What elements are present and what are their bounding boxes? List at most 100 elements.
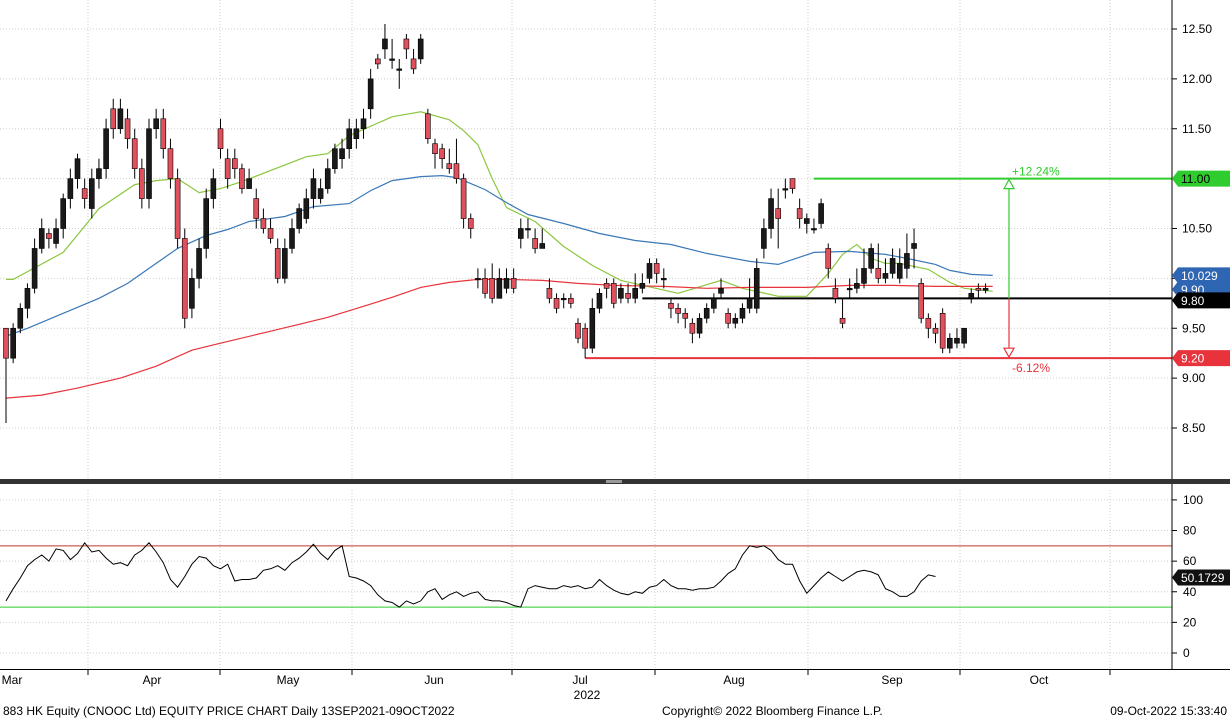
candle-body <box>839 317 846 324</box>
price-tick-label: 12.50 <box>1182 22 1212 36</box>
rsi-tick-label: 80 <box>1183 524 1197 538</box>
candle-body <box>939 312 946 349</box>
candle <box>53 218 59 249</box>
candle-body <box>832 288 839 299</box>
candle <box>918 278 925 324</box>
candle <box>417 33 424 64</box>
candle-body <box>246 178 252 189</box>
candle <box>296 203 302 234</box>
price-tag: 11.00 <box>1172 170 1230 187</box>
candle <box>668 298 674 319</box>
rsi-line <box>5 541 936 608</box>
candle <box>782 178 789 199</box>
candle <box>682 308 689 329</box>
candle <box>425 108 431 144</box>
month-label: Aug <box>723 673 744 687</box>
candle-body <box>296 208 302 229</box>
candle <box>60 193 67 239</box>
candle-body <box>489 278 496 299</box>
candle-body <box>946 337 953 349</box>
candle-body <box>374 58 381 65</box>
candle-body <box>467 218 474 229</box>
candle <box>74 153 81 189</box>
candle-body <box>982 288 989 291</box>
candle <box>861 248 867 289</box>
candle-body <box>653 263 660 274</box>
candle-body <box>625 293 631 299</box>
candle <box>839 298 846 329</box>
rsi-tick-label: 60 <box>1183 554 1197 568</box>
candle <box>939 308 946 354</box>
candle <box>811 218 817 234</box>
candle <box>346 118 353 159</box>
month-label: May <box>277 673 300 687</box>
candle <box>310 168 317 209</box>
candle <box>632 273 639 304</box>
candle <box>596 288 603 314</box>
candle-body <box>160 118 167 150</box>
candle-body <box>868 248 874 269</box>
price-tag: 9.80 <box>1172 292 1230 309</box>
rsi-value-tag: 50.1729 <box>1172 569 1230 586</box>
candle <box>653 258 660 284</box>
candle <box>968 288 975 304</box>
candle-body <box>89 178 95 209</box>
candle-body <box>425 113 431 140</box>
candle-body <box>918 283 925 319</box>
candle-body <box>289 228 295 249</box>
candle-body <box>932 327 939 334</box>
price-tick-label: 11.50 <box>1182 122 1211 136</box>
candle <box>739 303 746 324</box>
candle-body <box>882 273 889 279</box>
candle-body <box>646 263 653 279</box>
candle <box>103 118 109 179</box>
candle <box>38 218 45 254</box>
candle <box>353 118 360 149</box>
candle-body <box>889 258 896 274</box>
month-label: Mar <box>2 673 23 687</box>
candle-body <box>796 208 803 219</box>
candle <box>181 228 188 329</box>
candle-body <box>746 298 753 309</box>
candle-body <box>675 307 681 314</box>
candle-body <box>432 143 438 154</box>
price-tag-box <box>1172 267 1230 284</box>
moving-average-mid <box>5 174 993 337</box>
candle-body <box>110 108 117 130</box>
upside-percent-label: +12.24% <box>1012 165 1060 179</box>
candle <box>846 278 853 299</box>
candle-body <box>725 312 731 324</box>
candle <box>167 138 174 189</box>
candle <box>367 68 374 119</box>
candle <box>675 303 681 324</box>
candle <box>153 108 159 139</box>
candle <box>396 58 403 89</box>
candle <box>954 328 960 349</box>
candle <box>603 278 610 299</box>
candle-body <box>317 188 324 199</box>
candle-body <box>639 283 646 289</box>
candle-body <box>117 108 124 130</box>
candle-body <box>811 228 817 231</box>
candle-body <box>439 148 445 159</box>
rsi-tick-label: 100 <box>1183 493 1203 507</box>
candle-body <box>267 228 274 239</box>
candlestick-series <box>3 24 989 424</box>
candle-body <box>610 283 617 304</box>
candle <box>89 168 95 219</box>
candle <box>496 268 503 299</box>
candle <box>696 313 703 339</box>
candle <box>389 38 395 69</box>
rsi-series <box>0 541 1172 608</box>
candle <box>660 268 667 289</box>
rsi-tick-label: 0 <box>1183 646 1190 660</box>
candle-body <box>517 228 524 239</box>
candle <box>446 148 453 174</box>
candle <box>582 323 588 359</box>
candle <box>131 128 138 179</box>
candle-body <box>324 168 331 189</box>
candle-body <box>761 228 767 249</box>
price-tag-label: 9.80 <box>1181 294 1205 308</box>
support-resistance-lines <box>585 177 1172 360</box>
candle <box>453 138 460 184</box>
